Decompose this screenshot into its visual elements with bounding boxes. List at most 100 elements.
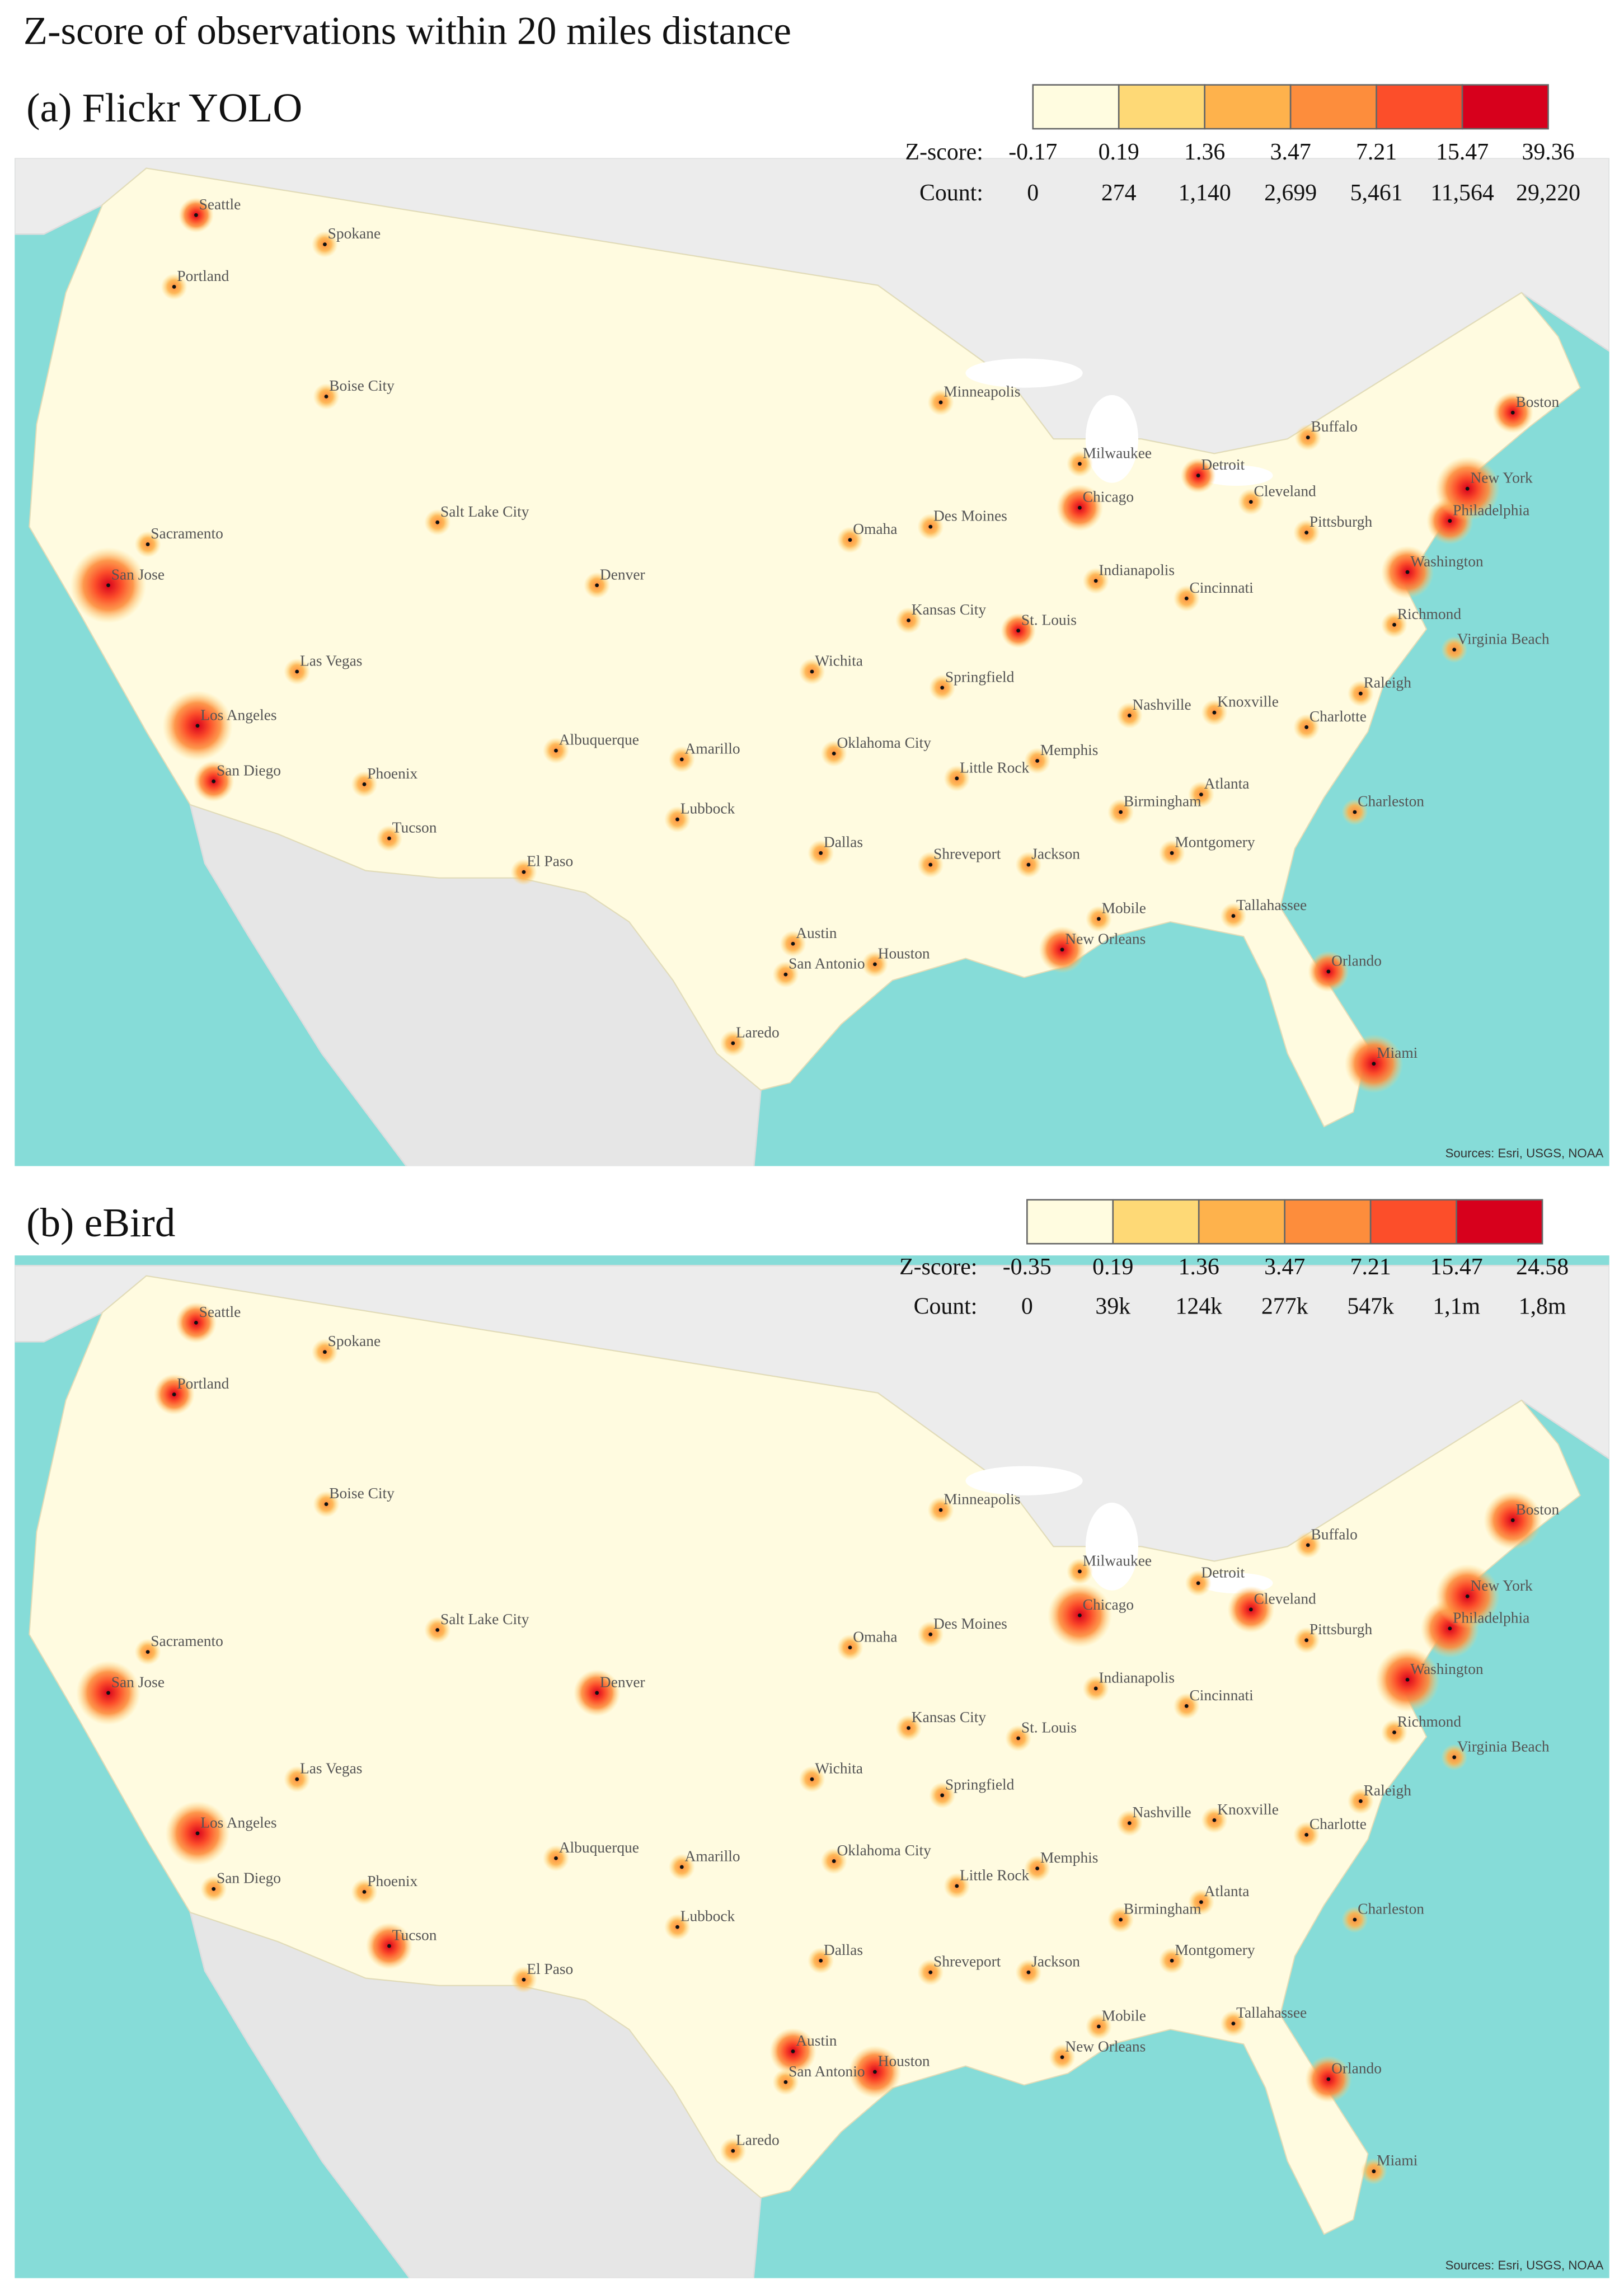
city-label: Boston <box>1516 1501 1560 1518</box>
legend-swatch <box>1376 84 1463 130</box>
city-dot <box>955 1884 959 1888</box>
city-label: Spokane <box>328 1333 381 1349</box>
city-label: Orlando <box>1331 2060 1382 2077</box>
city-dot <box>783 972 788 977</box>
city-dot <box>172 285 176 289</box>
city-label: Des Moines <box>933 508 1007 524</box>
city-label: Houston <box>878 2052 930 2069</box>
lake <box>1199 465 1273 486</box>
city-label: Atlanta <box>1204 1883 1250 1900</box>
city-dot <box>1326 2077 1331 2081</box>
city-dot <box>810 669 814 674</box>
city-dot <box>1093 1686 1098 1691</box>
legend-zscore-label: 39.36 <box>1522 139 1575 165</box>
city-label: Amarillo <box>685 740 740 757</box>
city-dot <box>1196 1581 1200 1586</box>
map-panel: (b) eBird Seattle Spokane Portland Boise Cit… <box>15 1199 1609 2278</box>
city-label: Seattle <box>199 196 241 213</box>
city-label: Tucson <box>392 1927 437 1944</box>
city-dot <box>907 618 910 622</box>
city-label: Detroit <box>1201 1564 1245 1580</box>
city-label: Omaha <box>853 1628 897 1645</box>
legend-count-label: 11,564 <box>1430 180 1494 206</box>
city-dot <box>1448 1626 1452 1631</box>
city-label: Indianapolis <box>1099 1669 1175 1686</box>
city-label: Montgomery <box>1175 834 1255 851</box>
city-dot <box>194 1320 198 1325</box>
city-label: Amarillo <box>685 1847 740 1864</box>
legend-swatch <box>1369 1199 1457 1245</box>
legend-count-label: 39k <box>1095 1294 1130 1320</box>
city-label: Albuquerque <box>559 731 639 748</box>
city-dot <box>1452 1755 1457 1760</box>
city-label: Charleston <box>1358 1901 1424 1917</box>
legend-swatch <box>1284 1199 1372 1245</box>
city-label: Seattle <box>199 1303 241 1320</box>
city-dot <box>1119 810 1123 814</box>
city-dot <box>295 1777 299 1781</box>
legend-swatch <box>1118 84 1205 130</box>
city-dot <box>145 1650 150 1654</box>
legend-zscore-label: 0.19 <box>1092 1254 1133 1280</box>
city-label: Salt Lake City <box>440 1611 529 1628</box>
city-label: Des Moines <box>933 1615 1007 1632</box>
city-label: Denver <box>600 1673 645 1690</box>
city-dot <box>1184 1704 1189 1708</box>
city-dot <box>928 524 933 529</box>
city-label: Little Rock <box>960 759 1029 776</box>
city-label: Birmingham <box>1124 1901 1201 1917</box>
legend-count-label: 1,140 <box>1179 180 1231 206</box>
city-label: Little Rock <box>960 1866 1029 1883</box>
city-dot <box>1304 531 1309 535</box>
city-dot <box>362 1889 367 1894</box>
city-dot <box>1097 917 1101 921</box>
city-label: Boise City <box>329 1485 395 1502</box>
city-label: Chicago <box>1083 489 1134 505</box>
city-label: Chicago <box>1083 1596 1134 1613</box>
city-label: Shreveport <box>933 846 1001 862</box>
city-dot <box>940 1793 945 1798</box>
city-label: Charlotte <box>1309 708 1367 725</box>
legend-swatch <box>1204 84 1292 130</box>
sources: Sources: Esri, USGS, NOAA <box>1445 2258 1604 2272</box>
city-label: Los Angeles <box>200 706 276 723</box>
city-label: Charleston <box>1358 793 1424 810</box>
city-label: Shreveport <box>933 1953 1001 1970</box>
legend-zscore-label: 0.19 <box>1099 139 1139 165</box>
city-label: Kansas City <box>912 1709 987 1725</box>
city-label: Phoenix <box>367 1873 417 1889</box>
city-dot <box>1060 948 1064 952</box>
city-label: Boise City <box>329 377 395 394</box>
legend-zscore-label: 15.47 <box>1436 139 1489 165</box>
city-label: Austin <box>796 925 837 941</box>
city-label: Austin <box>796 2032 837 2049</box>
city-dot <box>675 1925 679 1929</box>
city-label: Sacramento <box>151 525 223 542</box>
city-label: Oklahoma City <box>837 1842 931 1859</box>
city-dot <box>522 870 526 874</box>
city-dot <box>1016 629 1021 633</box>
city-dot <box>1248 500 1253 504</box>
city-dot <box>323 242 327 246</box>
city-label: Nashville <box>1133 696 1191 713</box>
legend-swatch <box>1032 84 1120 130</box>
city-dot <box>522 1977 526 1982</box>
city-label: Cleveland <box>1254 482 1317 499</box>
city-dot <box>387 836 391 841</box>
city-label: St. Louis <box>1021 611 1077 628</box>
legend-swatch <box>1112 1199 1200 1245</box>
city-dot <box>819 851 823 855</box>
city-dot <box>1304 1832 1309 1837</box>
legend-zscore-title: Z-score: <box>899 1254 977 1280</box>
city-label: Boston <box>1516 393 1560 410</box>
city-dot <box>1035 1866 1040 1870</box>
city-label: Portland <box>177 1375 229 1392</box>
city-label: St. Louis <box>1021 1719 1077 1736</box>
lake <box>1085 1502 1138 1591</box>
city-dot <box>1078 462 1082 466</box>
city-dot <box>1199 1900 1203 1905</box>
city-dot <box>955 776 959 781</box>
city-label: San Jose <box>111 566 165 583</box>
city-dot <box>212 1887 216 1891</box>
